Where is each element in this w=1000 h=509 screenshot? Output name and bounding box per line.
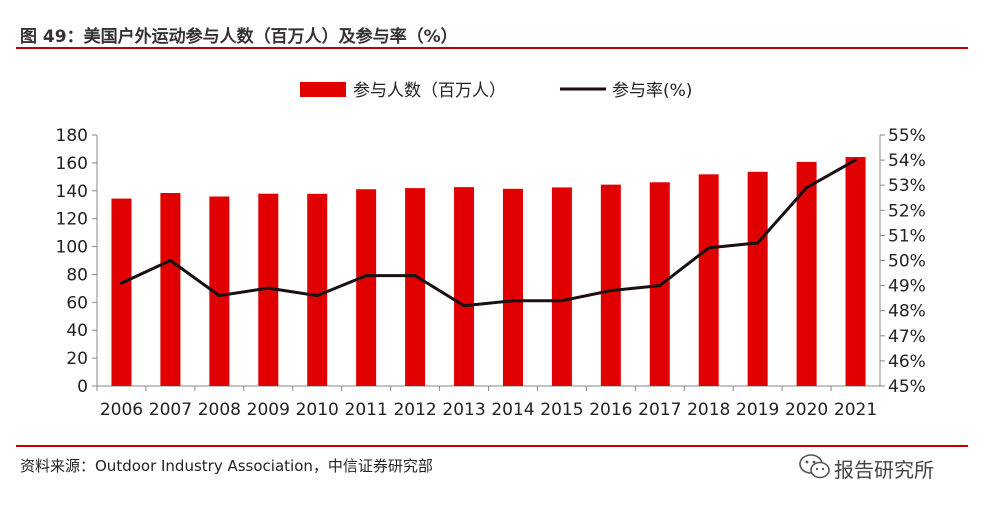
line-point bbox=[119, 281, 123, 285]
bar bbox=[160, 193, 181, 386]
line-point bbox=[756, 241, 760, 245]
x-tick-label: 2013 bbox=[442, 400, 485, 420]
left-tick-label: 140 bbox=[56, 182, 88, 202]
x-tick-label: 2017 bbox=[638, 400, 681, 420]
right-tick-label: 49% bbox=[888, 277, 926, 297]
line-point bbox=[560, 299, 564, 303]
legend-label-line: 参与率(%) bbox=[612, 81, 692, 101]
bar bbox=[209, 196, 230, 386]
right-tick-label: 54% bbox=[888, 151, 926, 171]
x-tick-label: 2014 bbox=[491, 400, 534, 420]
line-point bbox=[609, 289, 613, 293]
figure-title: 图 49：美国户外运动参与人数（百万人）及参与率（%） bbox=[20, 27, 458, 47]
left-tick-label: 40 bbox=[66, 321, 88, 341]
left-tick-label: 160 bbox=[56, 154, 88, 174]
line-point bbox=[658, 284, 662, 288]
bar bbox=[845, 157, 866, 386]
right-tick-label: 55% bbox=[888, 126, 926, 146]
watermark: 报告研究所 bbox=[798, 447, 988, 487]
left-tick-label: 180 bbox=[56, 126, 88, 146]
left-tick-label: 80 bbox=[66, 265, 88, 285]
bar bbox=[698, 174, 719, 386]
line-point bbox=[364, 274, 368, 278]
bar bbox=[356, 189, 377, 386]
right-tick-label: 52% bbox=[888, 201, 926, 221]
bar bbox=[111, 198, 132, 386]
right-tick-label: 48% bbox=[888, 302, 926, 322]
bar bbox=[258, 193, 279, 386]
line-series bbox=[119, 158, 858, 308]
source-note: 资料来源：Outdoor Industry Association，中信证券研究… bbox=[20, 457, 433, 475]
right-tick-label: 46% bbox=[888, 352, 926, 372]
left-tick-label: 120 bbox=[56, 210, 88, 230]
bar bbox=[307, 193, 328, 386]
legend: 参与人数（百万人） 参与率(%) bbox=[300, 81, 692, 101]
legend-label-bar: 参与人数（百万人） bbox=[353, 81, 506, 101]
x-tick-label: 2009 bbox=[247, 400, 290, 420]
right-tick-label: 51% bbox=[888, 226, 926, 246]
x-tick-label: 2010 bbox=[296, 400, 339, 420]
bar bbox=[551, 187, 572, 386]
x-tick-label: 2018 bbox=[687, 400, 730, 420]
x-tick-label: 2007 bbox=[149, 400, 192, 420]
x-tick-label: 2015 bbox=[540, 400, 583, 420]
line-point bbox=[413, 274, 417, 278]
line-point bbox=[707, 246, 711, 250]
right-tick-label: 45% bbox=[888, 377, 926, 397]
line-point bbox=[315, 294, 319, 298]
wechat-icon bbox=[799, 454, 830, 479]
x-tick-label: 2008 bbox=[198, 400, 241, 420]
source-divider bbox=[16, 445, 968, 447]
left-tick-label: 20 bbox=[66, 349, 88, 369]
x-tick-label: 2011 bbox=[345, 400, 388, 420]
bar bbox=[502, 188, 523, 386]
line-point bbox=[462, 304, 466, 308]
right-tick-label: 47% bbox=[888, 327, 926, 347]
bar bbox=[454, 187, 475, 386]
right-tick-label: 53% bbox=[888, 176, 926, 196]
x-tick-label: 2012 bbox=[393, 400, 436, 420]
line-point bbox=[266, 286, 270, 290]
line-point bbox=[217, 294, 221, 298]
title-divider bbox=[16, 47, 968, 49]
line-point bbox=[854, 158, 858, 162]
left-tick-label: 100 bbox=[56, 238, 88, 258]
x-tick-label: 2006 bbox=[100, 400, 143, 420]
x-tick-label: 2019 bbox=[736, 400, 779, 420]
bar bbox=[405, 188, 426, 386]
left-tick-label: 60 bbox=[66, 293, 88, 313]
bar bbox=[796, 161, 817, 386]
right-tick-label: 50% bbox=[888, 252, 926, 272]
bar bbox=[600, 184, 621, 386]
rate-line bbox=[120, 158, 857, 308]
bar-series bbox=[111, 157, 866, 386]
x-tick-label: 2020 bbox=[785, 400, 828, 420]
x-tick-label: 2021 bbox=[834, 400, 877, 420]
left-tick-label: 0 bbox=[77, 377, 88, 397]
line-point bbox=[805, 186, 809, 190]
watermark-text: 报告研究所 bbox=[834, 458, 934, 482]
bar bbox=[747, 171, 768, 386]
legend-swatch-bar bbox=[300, 82, 346, 97]
line-point bbox=[511, 299, 515, 303]
line-point bbox=[168, 259, 172, 262]
x-tick-label: 2016 bbox=[589, 400, 632, 420]
